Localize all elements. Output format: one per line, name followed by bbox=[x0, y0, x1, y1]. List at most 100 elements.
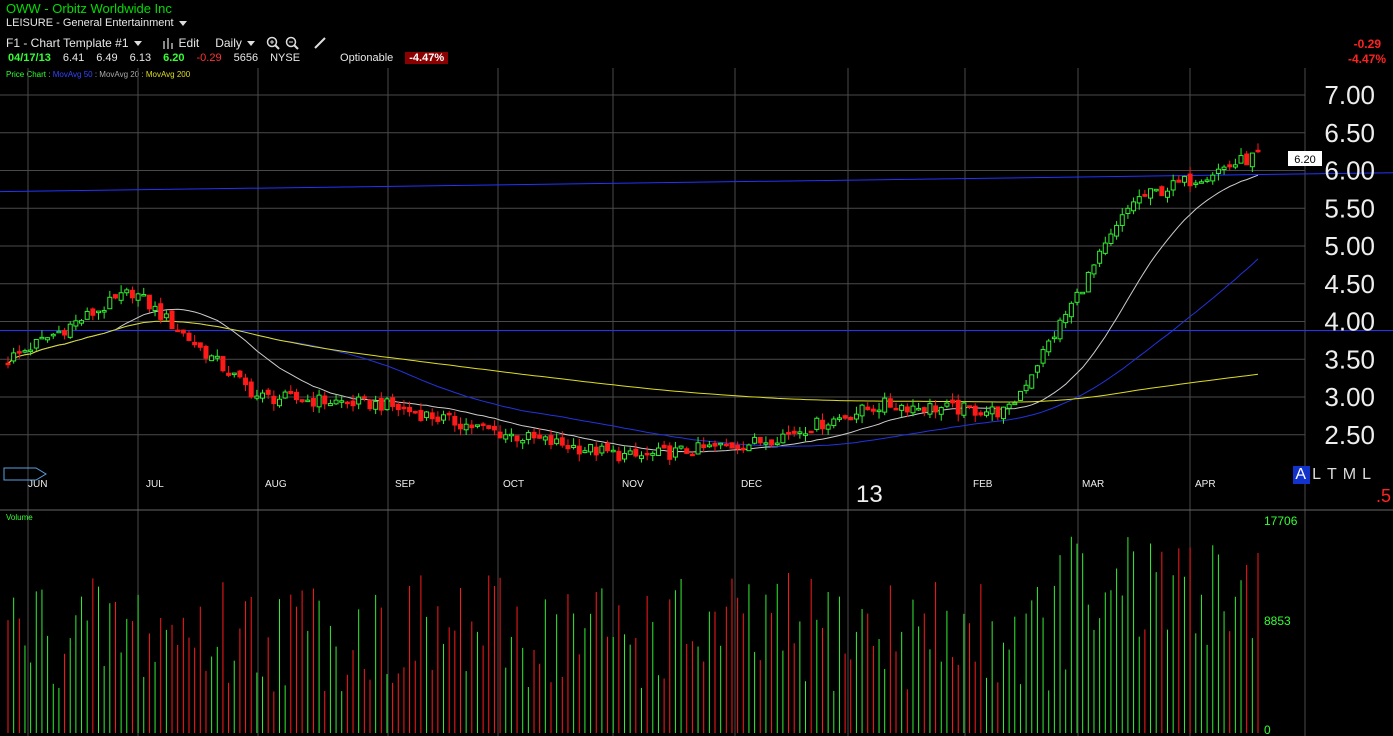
quote-volume: 5656 bbox=[233, 52, 259, 64]
candle-body bbox=[984, 411, 990, 416]
candle-body bbox=[1249, 152, 1255, 168]
chevron-down-icon bbox=[133, 40, 142, 46]
zoom-in-icon[interactable] bbox=[265, 35, 281, 51]
chart-toolbar: F1 - Chart Template #1 Edit Daily bbox=[6, 35, 331, 51]
quote-bar: 04/17/13 6.41 6.49 6.13 6.20 -0.29 5656 … bbox=[8, 52, 460, 64]
candle-body bbox=[848, 416, 854, 421]
candle-body bbox=[1204, 179, 1210, 182]
zoom-out-icon[interactable] bbox=[284, 35, 300, 51]
candle-body bbox=[243, 377, 249, 386]
volume-label: Volume bbox=[6, 513, 33, 522]
collapse-tab[interactable] bbox=[3, 467, 47, 481]
candle-body bbox=[209, 355, 215, 362]
axis-labels: 7.00 6.50 6.00 5.50 5.00 4.50 4.00 3.50 3.00 2.50… bbox=[28, 80, 1375, 736]
candle-body bbox=[588, 444, 594, 453]
x-tick-label: APR bbox=[1195, 479, 1216, 490]
candle-body bbox=[605, 442, 611, 452]
candle-body bbox=[384, 398, 390, 411]
candle-body bbox=[797, 431, 803, 434]
candle-body bbox=[1238, 155, 1244, 164]
candle-body bbox=[933, 405, 939, 413]
last-price-tag-text: 6.20 bbox=[1294, 154, 1315, 166]
legend-ma50[interactable]: MovAvg 50 bbox=[52, 70, 93, 79]
candle-body bbox=[288, 390, 294, 394]
legend-sep: : bbox=[48, 70, 51, 79]
candle-body bbox=[33, 338, 39, 349]
candle-body bbox=[1006, 403, 1012, 409]
y-tick-label: 6.00 bbox=[1324, 156, 1375, 186]
x-tick-label: AUG bbox=[265, 479, 287, 490]
edit-button[interactable]: Edit bbox=[160, 35, 199, 51]
candle-body bbox=[333, 399, 339, 405]
candle-body bbox=[1221, 166, 1227, 170]
timeframe-t[interactable]: T bbox=[1326, 466, 1339, 483]
candle-body bbox=[1131, 201, 1137, 212]
sector-dropdown[interactable]: LEISURE - General Entertainment bbox=[6, 17, 187, 29]
candle-body bbox=[944, 402, 950, 407]
candle-body bbox=[1017, 390, 1023, 401]
candle-body bbox=[254, 395, 260, 399]
trendline-upper bbox=[0, 172, 1393, 193]
candle-body bbox=[599, 445, 605, 454]
candle-body bbox=[84, 310, 90, 320]
candle-body bbox=[169, 310, 175, 330]
candle-body bbox=[1040, 349, 1046, 364]
candle-body bbox=[486, 425, 492, 429]
timeframe-a[interactable]: A bbox=[1293, 466, 1311, 484]
legend-price[interactable]: Price Chart bbox=[6, 70, 47, 79]
optionable-label: Optionable bbox=[340, 52, 394, 64]
candle-body bbox=[712, 442, 718, 447]
candle-body bbox=[672, 447, 678, 458]
candle-body bbox=[373, 400, 379, 410]
y-tick-label: 4.00 bbox=[1324, 307, 1375, 337]
candle-body bbox=[978, 412, 984, 416]
candle-body bbox=[1255, 149, 1261, 153]
candle-body bbox=[757, 437, 763, 444]
candle-body bbox=[1227, 164, 1233, 168]
timeframe-m[interactable]: M bbox=[1342, 466, 1359, 483]
template-dropdown[interactable]: F1 - Chart Template #1 bbox=[6, 36, 142, 50]
candle-body bbox=[1165, 190, 1171, 198]
pencil-icon[interactable] bbox=[312, 35, 328, 51]
candle-body bbox=[803, 433, 809, 436]
y-tick-label: 6.50 bbox=[1324, 118, 1375, 148]
year-label: 13 bbox=[856, 481, 883, 508]
volume-bars bbox=[7, 536, 1259, 733]
quote-change: -0.29 bbox=[196, 52, 222, 64]
candle-body bbox=[180, 329, 186, 334]
candle-body bbox=[910, 405, 916, 414]
candle-body bbox=[56, 330, 62, 334]
candle-body bbox=[231, 372, 237, 376]
candle-body bbox=[1244, 153, 1250, 166]
candle-body bbox=[1091, 264, 1097, 275]
timeframe-l[interactable]: L bbox=[1312, 466, 1323, 483]
candle-body bbox=[457, 423, 463, 430]
candle-body bbox=[769, 439, 775, 446]
candle-body bbox=[554, 438, 560, 445]
candle-body bbox=[79, 320, 85, 324]
period-dropdown[interactable]: Daily bbox=[215, 36, 255, 50]
candle-body bbox=[316, 394, 322, 408]
candle-body bbox=[853, 413, 859, 420]
timeframe-l2[interactable]: L bbox=[1362, 466, 1373, 483]
candle-body bbox=[469, 424, 475, 429]
candle-body bbox=[938, 407, 944, 415]
candle-body bbox=[989, 406, 995, 415]
candle-body bbox=[525, 432, 531, 440]
candle-body bbox=[1057, 319, 1063, 340]
legend-sep: : bbox=[141, 70, 144, 79]
quote-low: 6.13 bbox=[129, 52, 152, 64]
candle-body bbox=[282, 391, 288, 399]
candle-body bbox=[921, 407, 927, 413]
x-tick-label: SEP bbox=[395, 479, 415, 490]
legend-ma20[interactable]: MovAvg 20 bbox=[99, 70, 140, 79]
candle-body bbox=[73, 320, 79, 327]
candle-body bbox=[927, 403, 933, 415]
candle-body bbox=[412, 410, 418, 414]
legend-ma200[interactable]: MovAvg 200 bbox=[145, 70, 191, 79]
candle-body bbox=[124, 289, 130, 294]
candle-body bbox=[786, 432, 792, 435]
candle-body bbox=[514, 435, 520, 442]
candle-body bbox=[446, 412, 452, 416]
